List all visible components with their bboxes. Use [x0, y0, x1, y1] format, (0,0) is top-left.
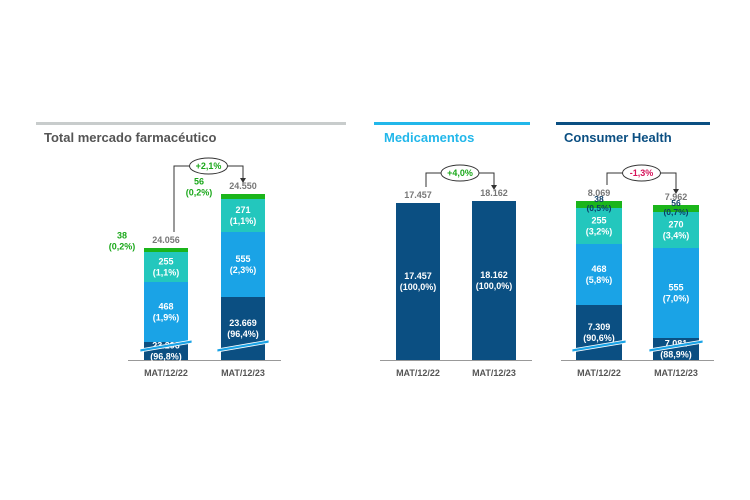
change-badge	[440, 164, 480, 182]
category-label: MAT/12/23	[472, 368, 516, 378]
chart-title: Total mercado farmacéutico	[44, 130, 216, 145]
bar-segment-green	[221, 194, 265, 199]
bar-total-label: 24.056	[152, 235, 180, 245]
bar-segment-dark	[472, 201, 516, 360]
data-label: 38 (0,5%)	[586, 194, 611, 213]
data-label: 17.457 (100,0%)	[400, 271, 437, 292]
data-label: 468 (1,9%)	[153, 302, 180, 323]
bar-segment-dark	[576, 305, 622, 360]
data-label: 270 (3,4%)	[663, 220, 690, 241]
change-arrowhead	[673, 189, 679, 194]
change-badge-label: +2,1%	[196, 161, 222, 171]
data-label: 56 (0,7%)	[663, 198, 688, 217]
bar-total-label: 18.162	[480, 188, 508, 198]
change-arrowhead	[491, 185, 497, 190]
data-label: 7.309 (90,6%)	[583, 322, 615, 343]
category-label: MAT/12/22	[577, 368, 621, 378]
bar-total-label: 8.069	[588, 188, 611, 198]
change-badge-label: +4,0%	[447, 168, 473, 178]
bar-segment-mid	[221, 232, 265, 297]
data-label: 555 (2,3%)	[230, 254, 257, 275]
category-label: MAT/12/23	[221, 368, 265, 378]
bar-segment-teal	[576, 208, 622, 244]
change-arrowhead	[240, 178, 246, 183]
axis-break-marker	[648, 339, 704, 353]
data-label: 555 (7,0%)	[663, 283, 690, 304]
bar-segment-green	[653, 205, 699, 212]
axis-break-marker	[571, 339, 627, 353]
axis-break-marker	[139, 339, 193, 353]
category-label: MAT/12/22	[396, 368, 440, 378]
data-label: 7.081 (88,9%)	[660, 339, 692, 360]
data-label: 56 (0,2%)	[186, 177, 213, 198]
bar-segment-green	[144, 248, 188, 252]
bar-segment-mid	[144, 282, 188, 342]
panel-rule	[374, 122, 530, 125]
change-badge	[622, 164, 661, 182]
change-badge-label: -1,3%	[630, 168, 654, 178]
data-label: 468 (5,8%)	[586, 264, 613, 285]
data-label: 18.162 (100,0%)	[476, 270, 513, 291]
bar-total-label: 17.457	[404, 190, 432, 200]
bar-segment-dark	[396, 203, 440, 360]
panel-rule	[556, 122, 710, 125]
category-label: MAT/12/23	[654, 368, 698, 378]
category-label: MAT/12/22	[144, 368, 188, 378]
bar-segment-green	[576, 201, 622, 208]
bar-total-label: 24.550	[229, 181, 257, 191]
data-label: 255 (1,1%)	[153, 257, 180, 278]
chart-title: Consumer Health	[564, 130, 672, 145]
bar-segment-mid	[653, 248, 699, 338]
axis-break-marker	[216, 339, 270, 353]
bar-segment-teal	[221, 199, 265, 232]
panel-rule	[36, 122, 346, 125]
data-label: 38 (0,2%)	[109, 231, 136, 252]
data-label: 255 (3,2%)	[586, 216, 613, 237]
data-label: 23.669 (96,4%)	[227, 318, 259, 339]
data-label: 271 (1,1%)	[230, 205, 257, 226]
chart-title: Medicamentos	[384, 130, 474, 145]
bar-segment-teal	[653, 212, 699, 248]
bar-segment-mid	[576, 244, 622, 305]
bar-segment-teal	[144, 252, 188, 282]
bar-total-label: 7.962	[665, 192, 688, 202]
change-badge	[189, 157, 228, 175]
